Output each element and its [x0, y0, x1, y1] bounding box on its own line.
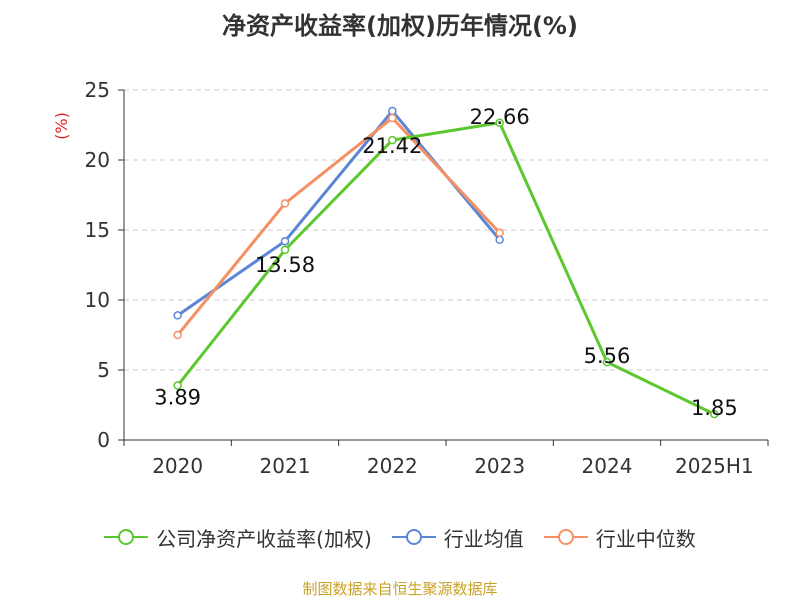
legend-label: 行业中位数 [595, 526, 696, 551]
data-point [495, 235, 504, 245]
series-lines [173, 106, 719, 419]
x-tick-label: 2025H1 [675, 454, 754, 478]
data-point [173, 330, 182, 340]
legend-line-circle-icon [104, 529, 149, 545]
y-tick-label: 15 [85, 218, 110, 242]
y-tick-label: 25 [85, 78, 110, 102]
data-point [388, 106, 397, 116]
series-line [176, 116, 502, 337]
x-tick-label: 2021 [260, 454, 311, 478]
legend-line-circle-icon [543, 529, 588, 545]
legend-item-industry-median[interactable]: 行业中位数 [543, 523, 696, 552]
data-label: 22.66 [470, 105, 530, 129]
x-tick-label: 2023 [474, 454, 525, 478]
series-line [176, 109, 502, 317]
chart-title: 净资产收益率(加权)历年情况(%) [222, 12, 578, 40]
data-point [602, 357, 612, 367]
data-labels: 3.89 13.58 21.42 22.66 5.56 1.85 [154, 105, 737, 420]
legend-item-industry-mean[interactable]: 行业均值 [391, 523, 524, 552]
y-tick-label: 20 [85, 148, 110, 172]
data-point [495, 228, 504, 238]
legend: 公司净资产收益率(加权) 行业均值 行业中位数 [0, 519, 800, 555]
y-axis-label: (%) [52, 112, 71, 140]
data-label: 5.56 [584, 344, 631, 368]
data-point [710, 409, 719, 419]
x-tick-label: 2020 [152, 454, 203, 478]
data-label: 3.89 [154, 386, 201, 410]
data-label: 13.58 [255, 253, 315, 277]
data-point [495, 118, 504, 128]
data-point [280, 199, 290, 208]
data-label: 21.42 [362, 134, 422, 158]
x-tick-label: 2022 [367, 454, 418, 478]
data-label: 1.85 [691, 396, 738, 420]
y-tick-label: 10 [85, 288, 110, 312]
legend-item-company-roe[interactable]: 公司净资产收益率(加权) [104, 523, 372, 552]
data-point [280, 245, 290, 255]
y-tick-label: 0 [97, 428, 110, 452]
legend-label: 行业均值 [443, 526, 524, 551]
series-line [176, 121, 716, 416]
legend-label: 公司净资产收益率(加权) [156, 526, 372, 551]
data-point [280, 236, 290, 246]
legend-line-circle-icon [391, 529, 436, 545]
data-point [388, 135, 397, 145]
data-point [388, 113, 397, 123]
data-point [173, 381, 182, 390]
y-tick-label: 5 [97, 358, 110, 382]
axes: 0 5 10 15 20 25 2020 2021 2022 2023 2024 2025H1 [85, 78, 769, 478]
x-tick-label: 2024 [582, 454, 633, 478]
data-point [173, 311, 182, 320]
data-source-note: 制图数据来自恒生聚源数据库 [302, 580, 498, 598]
